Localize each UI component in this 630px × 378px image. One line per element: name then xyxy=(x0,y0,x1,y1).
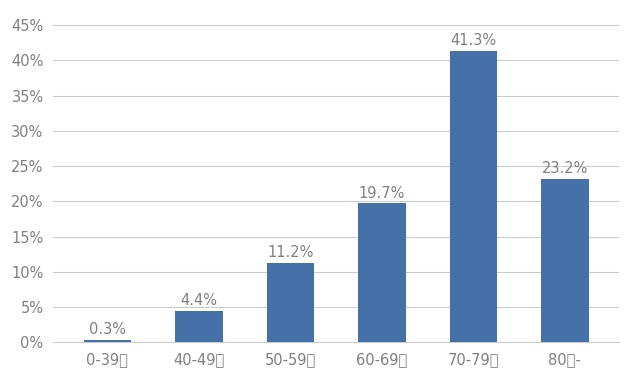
Text: 11.2%: 11.2% xyxy=(267,245,314,260)
Text: 4.4%: 4.4% xyxy=(180,293,217,308)
Text: 23.2%: 23.2% xyxy=(542,161,588,176)
Bar xyxy=(175,311,222,342)
Text: 0.3%: 0.3% xyxy=(89,322,126,337)
Text: 19.7%: 19.7% xyxy=(358,186,405,201)
Bar xyxy=(541,179,588,342)
Bar xyxy=(84,340,131,342)
Bar xyxy=(266,263,314,342)
Text: 41.3%: 41.3% xyxy=(450,33,496,48)
Bar xyxy=(450,51,497,342)
Bar xyxy=(358,203,406,342)
